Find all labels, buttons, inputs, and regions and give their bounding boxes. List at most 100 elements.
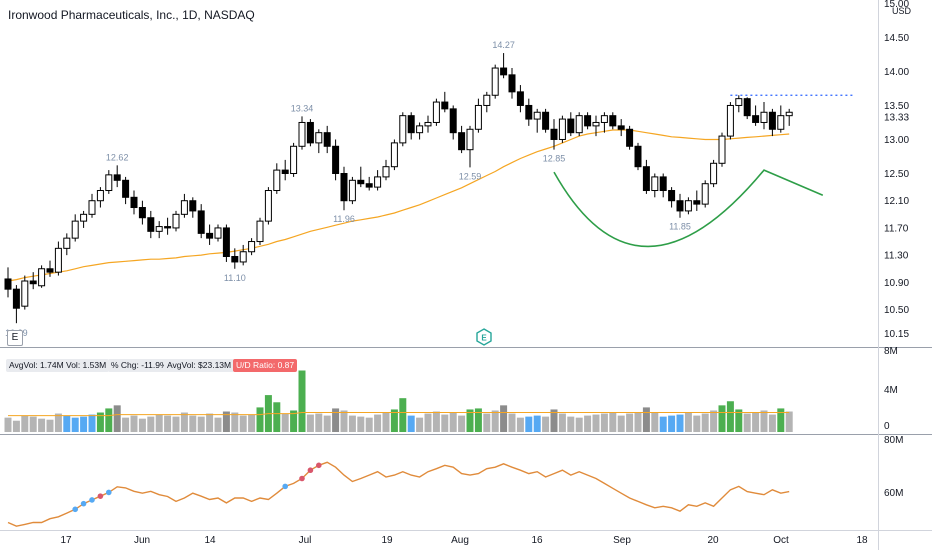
candle-body <box>550 128 558 140</box>
earnings-icon-label: E <box>481 334 487 343</box>
volume-bar <box>273 402 281 432</box>
volume-bar <box>206 413 214 432</box>
candle-body <box>113 174 121 181</box>
volume-bar <box>332 408 340 432</box>
candle-body <box>323 132 331 147</box>
rs-dot <box>97 493 104 499</box>
volume-bar <box>222 411 230 432</box>
candle-body <box>483 94 491 106</box>
price-label: 11.96 <box>333 214 355 224</box>
candle-body <box>416 125 424 134</box>
volume-bar <box>777 408 785 432</box>
candle-body <box>172 213 180 229</box>
candle-body <box>424 121 432 127</box>
volume-bar <box>718 405 726 432</box>
volume-bar <box>626 413 634 432</box>
volume-bar <box>668 415 676 432</box>
volume-bar <box>248 414 256 432</box>
volume-bar <box>298 370 306 432</box>
volume-bar <box>525 416 533 432</box>
rs-dot <box>106 489 112 496</box>
rs-dot <box>307 467 314 474</box>
candle-body <box>239 251 247 263</box>
candle-body <box>752 115 760 123</box>
candle-body <box>96 190 104 202</box>
chart-title: Ironwood Pharmaceuticals, Inc., 1D, NASD… <box>8 8 255 22</box>
candle-body <box>449 108 457 134</box>
volume-bar <box>105 408 113 432</box>
volume-bar <box>197 416 205 432</box>
earnings-icon[interactable]: E <box>476 328 492 346</box>
candle-body <box>197 210 205 234</box>
candle-body <box>248 241 256 253</box>
candle-body <box>718 135 726 164</box>
volume-bar <box>735 409 743 432</box>
candle-body <box>600 115 608 123</box>
volume-bar <box>357 416 365 432</box>
volume-average-line <box>8 412 790 417</box>
volume-bar <box>323 415 331 432</box>
candle-body <box>693 200 701 205</box>
volume-bar <box>54 413 62 432</box>
candle-body <box>584 115 592 127</box>
volume-bar <box>382 412 390 432</box>
volume-bar <box>130 415 138 432</box>
volume-tick-label: 0 <box>884 421 890 432</box>
candle-body <box>206 232 214 239</box>
volume-bar <box>256 407 264 432</box>
price-tick-label: 10.90 <box>884 278 909 289</box>
avgvol-badge: AvgVol: 1.74M <box>6 359 67 372</box>
volume-bar <box>96 412 104 432</box>
candle-body <box>466 128 474 151</box>
volume-bar <box>71 417 79 432</box>
candle-body <box>21 280 29 307</box>
date-tick-label: Oct <box>773 535 789 546</box>
volume-bar <box>466 409 474 432</box>
candle-body <box>155 226 163 232</box>
candle-body <box>558 118 566 140</box>
date-tick-label: 17 <box>60 535 72 546</box>
price-tick-label: 10.15 <box>884 329 909 340</box>
volume-bar <box>239 415 247 432</box>
candlestick-layer <box>4 53 855 324</box>
candle-body <box>332 145 340 175</box>
volume-bar <box>743 413 751 432</box>
vol-badge: Vol: 1.53M <box>63 359 110 372</box>
volume-bar <box>281 413 289 432</box>
volume-bar <box>752 412 760 432</box>
x-axis: 17 Jun 14 Jul 19 Aug 16 Sep 20 Oct 18 <box>60 535 868 546</box>
price-label: 11.85 <box>669 222 691 232</box>
volume-bar <box>63 415 71 432</box>
moving-average-layer <box>7 129 790 282</box>
date-tick-label: Jun <box>134 535 150 546</box>
volume-bar <box>4 417 12 432</box>
volume-bar <box>609 412 617 432</box>
candle-body <box>315 132 323 144</box>
candle-body <box>348 179 356 202</box>
candle-body <box>701 183 709 205</box>
volume-bar <box>231 412 239 432</box>
date-tick-label: 19 <box>381 535 393 546</box>
candle-body <box>80 213 88 222</box>
volume-bar <box>416 417 424 432</box>
price-tick-label: 13.00 <box>884 135 909 146</box>
candle-body <box>743 98 751 117</box>
price-tick-label: 12.10 <box>884 196 909 207</box>
candle-body <box>88 200 96 215</box>
rs-dot <box>282 483 289 490</box>
events-button[interactable]: E <box>7 330 23 346</box>
candle-body <box>273 169 281 192</box>
candle-body <box>542 111 550 130</box>
candle-body <box>164 226 172 229</box>
volume-bar <box>584 415 592 432</box>
volume-bar <box>29 416 37 432</box>
volume-bar <box>172 416 180 432</box>
price-tick-label: 10.50 <box>884 305 909 316</box>
candle-body <box>491 67 499 96</box>
rs-dot <box>89 497 95 503</box>
rs-tick-label: 80M <box>884 435 903 446</box>
currency-label: USD <box>892 6 912 16</box>
candle-body <box>29 280 37 285</box>
